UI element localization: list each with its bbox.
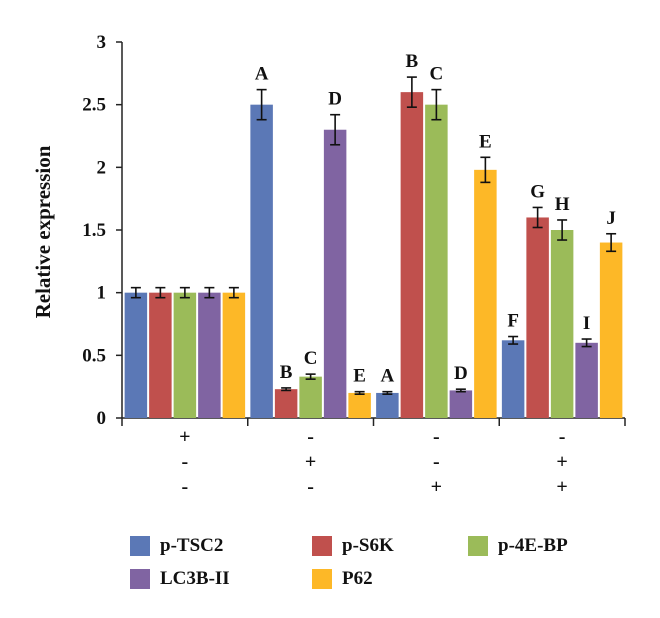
bar-p-tsc2 [501, 340, 525, 418]
significance-letter: B [406, 51, 419, 72]
bar-p62 [222, 292, 246, 418]
significance-letter: A [255, 64, 269, 85]
significance-letter: J [606, 208, 616, 229]
bar-p-4e-bp [425, 104, 448, 419]
significance-letter: E [353, 366, 366, 387]
significance-letter: F [507, 311, 519, 332]
legend-swatch [312, 569, 332, 589]
x-axis [121, 417, 626, 426]
legend-label: p-4E-BP [498, 535, 568, 556]
significance-letter: I [583, 313, 590, 334]
legend-item: P62 [312, 568, 373, 590]
bars [124, 92, 623, 419]
condition-marker: + [556, 476, 567, 498]
condition-rows: + - - - - + - + - - + + [179, 426, 568, 498]
condition-marker: - [433, 451, 440, 473]
legend-swatch [130, 536, 150, 556]
bar-p-s6k [274, 389, 298, 418]
y-tick-label: 2.5 [82, 95, 106, 116]
y-tick-label: 2 [97, 157, 107, 178]
bar-p62 [348, 392, 371, 418]
bar-p-tsc2 [124, 292, 148, 418]
legend-swatch [312, 536, 332, 556]
bar-p62 [474, 169, 497, 418]
bar-p62 [599, 242, 623, 418]
significance-letter: B [280, 362, 293, 383]
bar-p-4e-bp [550, 230, 574, 418]
bar-lc3b-ii [323, 129, 347, 418]
condition-marker: + [431, 476, 442, 498]
bar-p-tsc2 [376, 392, 399, 418]
legend-label: p-TSC2 [160, 535, 224, 556]
y-axis: 0 0.5 1 1.5 2 2.5 3 [82, 32, 123, 429]
bar-p-s6k [149, 292, 172, 418]
significance-letter: E [479, 131, 492, 152]
bar-lc3b-ii [449, 390, 473, 418]
condition-marker: - [433, 426, 440, 448]
condition-marker: + [556, 451, 567, 473]
bar-p-s6k [526, 217, 549, 418]
legend-label: P62 [342, 568, 373, 589]
condition-marker: + [305, 451, 316, 473]
y-tick-label: 1.5 [82, 220, 106, 241]
significance-letter: A [381, 366, 395, 387]
condition-marker: - [307, 476, 314, 498]
significance-letter: C [430, 64, 444, 85]
legend-swatch [468, 536, 488, 556]
significance-letter: D [328, 89, 342, 110]
condition-marker: - [182, 476, 189, 498]
bar-lc3b-ii [198, 292, 221, 418]
legend-item: p-TSC2 [130, 535, 223, 557]
y-tick-label: 3 [97, 32, 107, 53]
legend-label: p-S6K [342, 535, 394, 556]
y-axis-label: Relative expression [31, 145, 55, 318]
error-bars [130, 76, 617, 395]
bar-lc3b-ii [575, 342, 598, 418]
significance-letter: G [530, 181, 545, 202]
significance-letter: H [555, 194, 570, 215]
condition-marker: - [307, 426, 314, 448]
condition-marker: - [182, 451, 189, 473]
legend-item: p-S6K [312, 535, 394, 557]
y-tick-label: 1 [97, 283, 107, 304]
significance-letter: C [304, 348, 318, 369]
y-tick-label: 0.5 [82, 345, 106, 366]
bar-p-4e-bp [299, 376, 322, 418]
bar-p-tsc2 [250, 104, 273, 419]
condition-marker: + [179, 426, 190, 448]
legend-item: p-4E-BP [468, 535, 568, 557]
legend-swatch [130, 569, 150, 589]
legend-item: LC3B-II [130, 568, 230, 590]
bar-p-s6k [400, 92, 424, 418]
y-tick-label: 0 [97, 408, 107, 429]
significance-letter: D [454, 363, 468, 384]
bar-p-4e-bp [173, 292, 197, 418]
legend-label: LC3B-II [160, 568, 230, 589]
condition-marker: - [559, 426, 566, 448]
